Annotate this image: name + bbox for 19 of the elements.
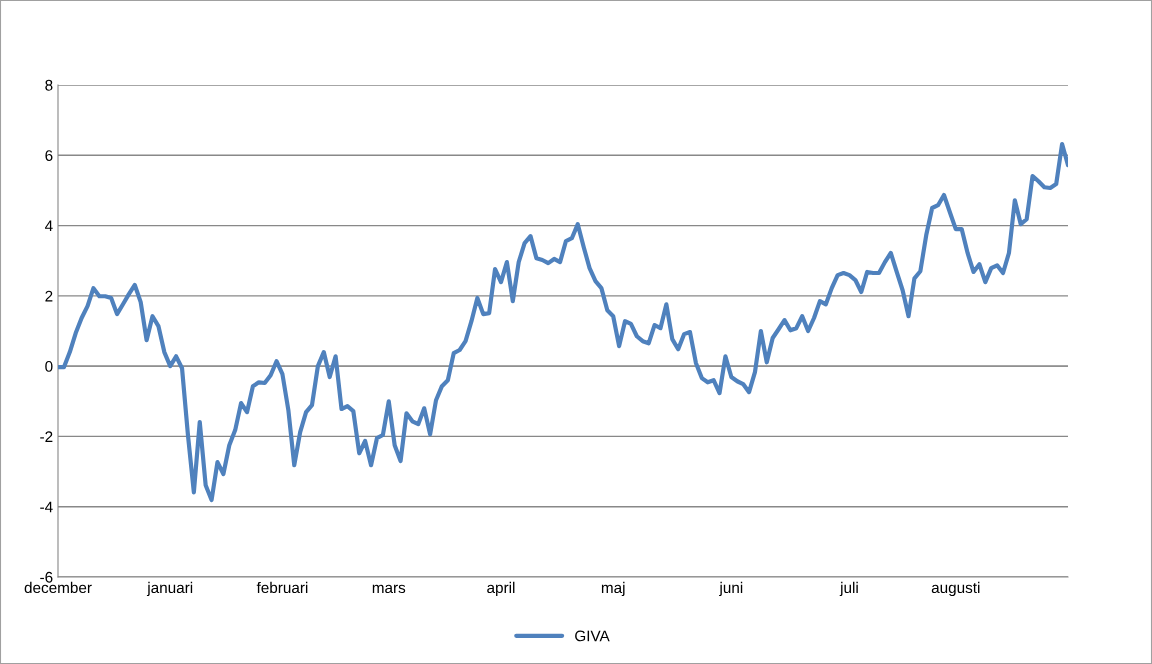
x-tick-label: maj — [601, 581, 625, 597]
y-tick-label: -6 — [40, 571, 53, 583]
x-tick-label: augusti — [931, 581, 980, 597]
x-tick-label: februari — [256, 581, 308, 594]
x-tick-label: mars — [372, 584, 406, 594]
y-tick-label: 8 — [45, 79, 53, 91]
legend-label: GIVA — [575, 630, 610, 642]
y-tick-label: 0 — [45, 361, 53, 372]
y-tick-label: -4 — [40, 501, 53, 513]
y-tick-label: 6 — [45, 150, 53, 161]
y-tick-label: 4 — [44, 220, 53, 232]
y-tick-label: 2 — [45, 290, 53, 302]
line-series — [58, 141, 1068, 503]
x-tick-label: juli — [839, 581, 858, 597]
x-tick-label: juni — [719, 581, 743, 597]
y-tick-label: -2 — [40, 431, 53, 442]
x-tick-label: december — [24, 581, 92, 594]
x-tick-label: april — [487, 581, 515, 597]
x-tick-label: januari — [146, 581, 193, 597]
